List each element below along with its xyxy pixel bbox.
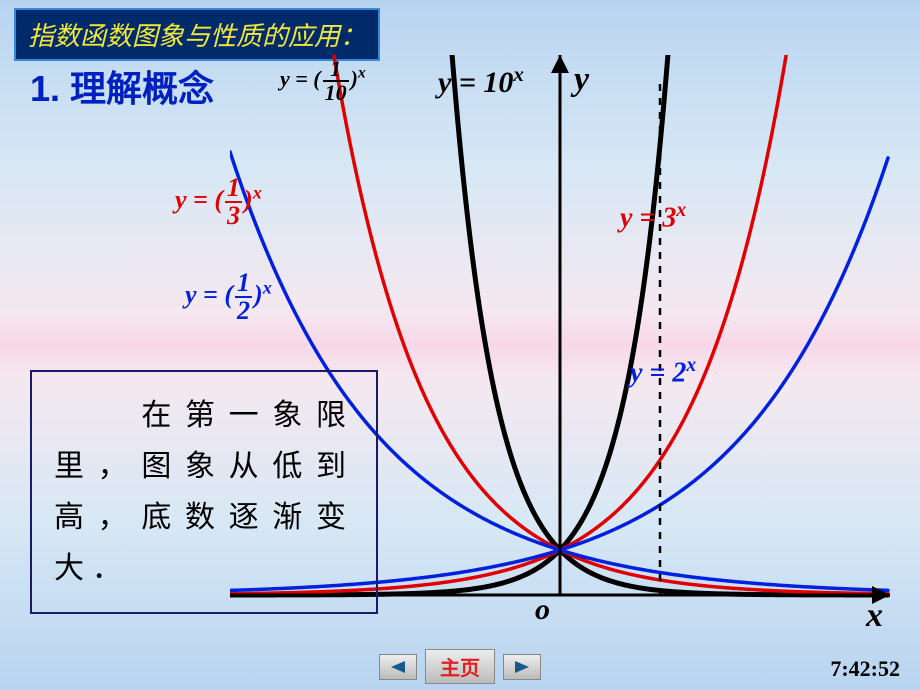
timestamp-text: 7:42:52 bbox=[830, 656, 900, 681]
curve-label-y10: y = 10x bbox=[438, 62, 524, 100]
axis-label-origin: o bbox=[535, 593, 550, 627]
nav-bar: 主页 bbox=[379, 649, 541, 684]
title-bar: 指数函数图象与性质的应用： bbox=[14, 8, 380, 61]
nav-home-button[interactable]: 主页 bbox=[425, 649, 495, 684]
axis-label-y: y bbox=[574, 61, 589, 99]
nav-prev-button[interactable] bbox=[379, 654, 417, 680]
triangle-left-icon bbox=[389, 660, 407, 674]
title-text: 指数函数图象与性质的应用： bbox=[28, 22, 366, 51]
nav-home-label: 主页 bbox=[440, 658, 480, 680]
triangle-right-icon bbox=[513, 660, 531, 674]
axis-label-x: x bbox=[866, 597, 883, 635]
section-title: 1. 理解概念 bbox=[30, 60, 214, 112]
curve-label-y1_10: y = (110)x bbox=[280, 58, 366, 104]
info-box: 在第一象限里，图象从低到高，底数逐渐变大． bbox=[30, 370, 378, 614]
curve-label-y2: y = 2x bbox=[630, 355, 696, 389]
curve-label-y1_3: y = (13)x bbox=[175, 175, 262, 229]
curve-label-y1_2: y = (12)x bbox=[185, 270, 272, 324]
nav-next-button[interactable] bbox=[503, 654, 541, 680]
curve-label-y3: y = 3x bbox=[620, 200, 686, 234]
info-box-text: 在第一象限里，图象从低到高，底数逐渐变大． bbox=[54, 399, 354, 585]
section-title-text: 1. 理解概念 bbox=[30, 68, 214, 109]
timestamp: 7:42:52 bbox=[830, 656, 900, 682]
